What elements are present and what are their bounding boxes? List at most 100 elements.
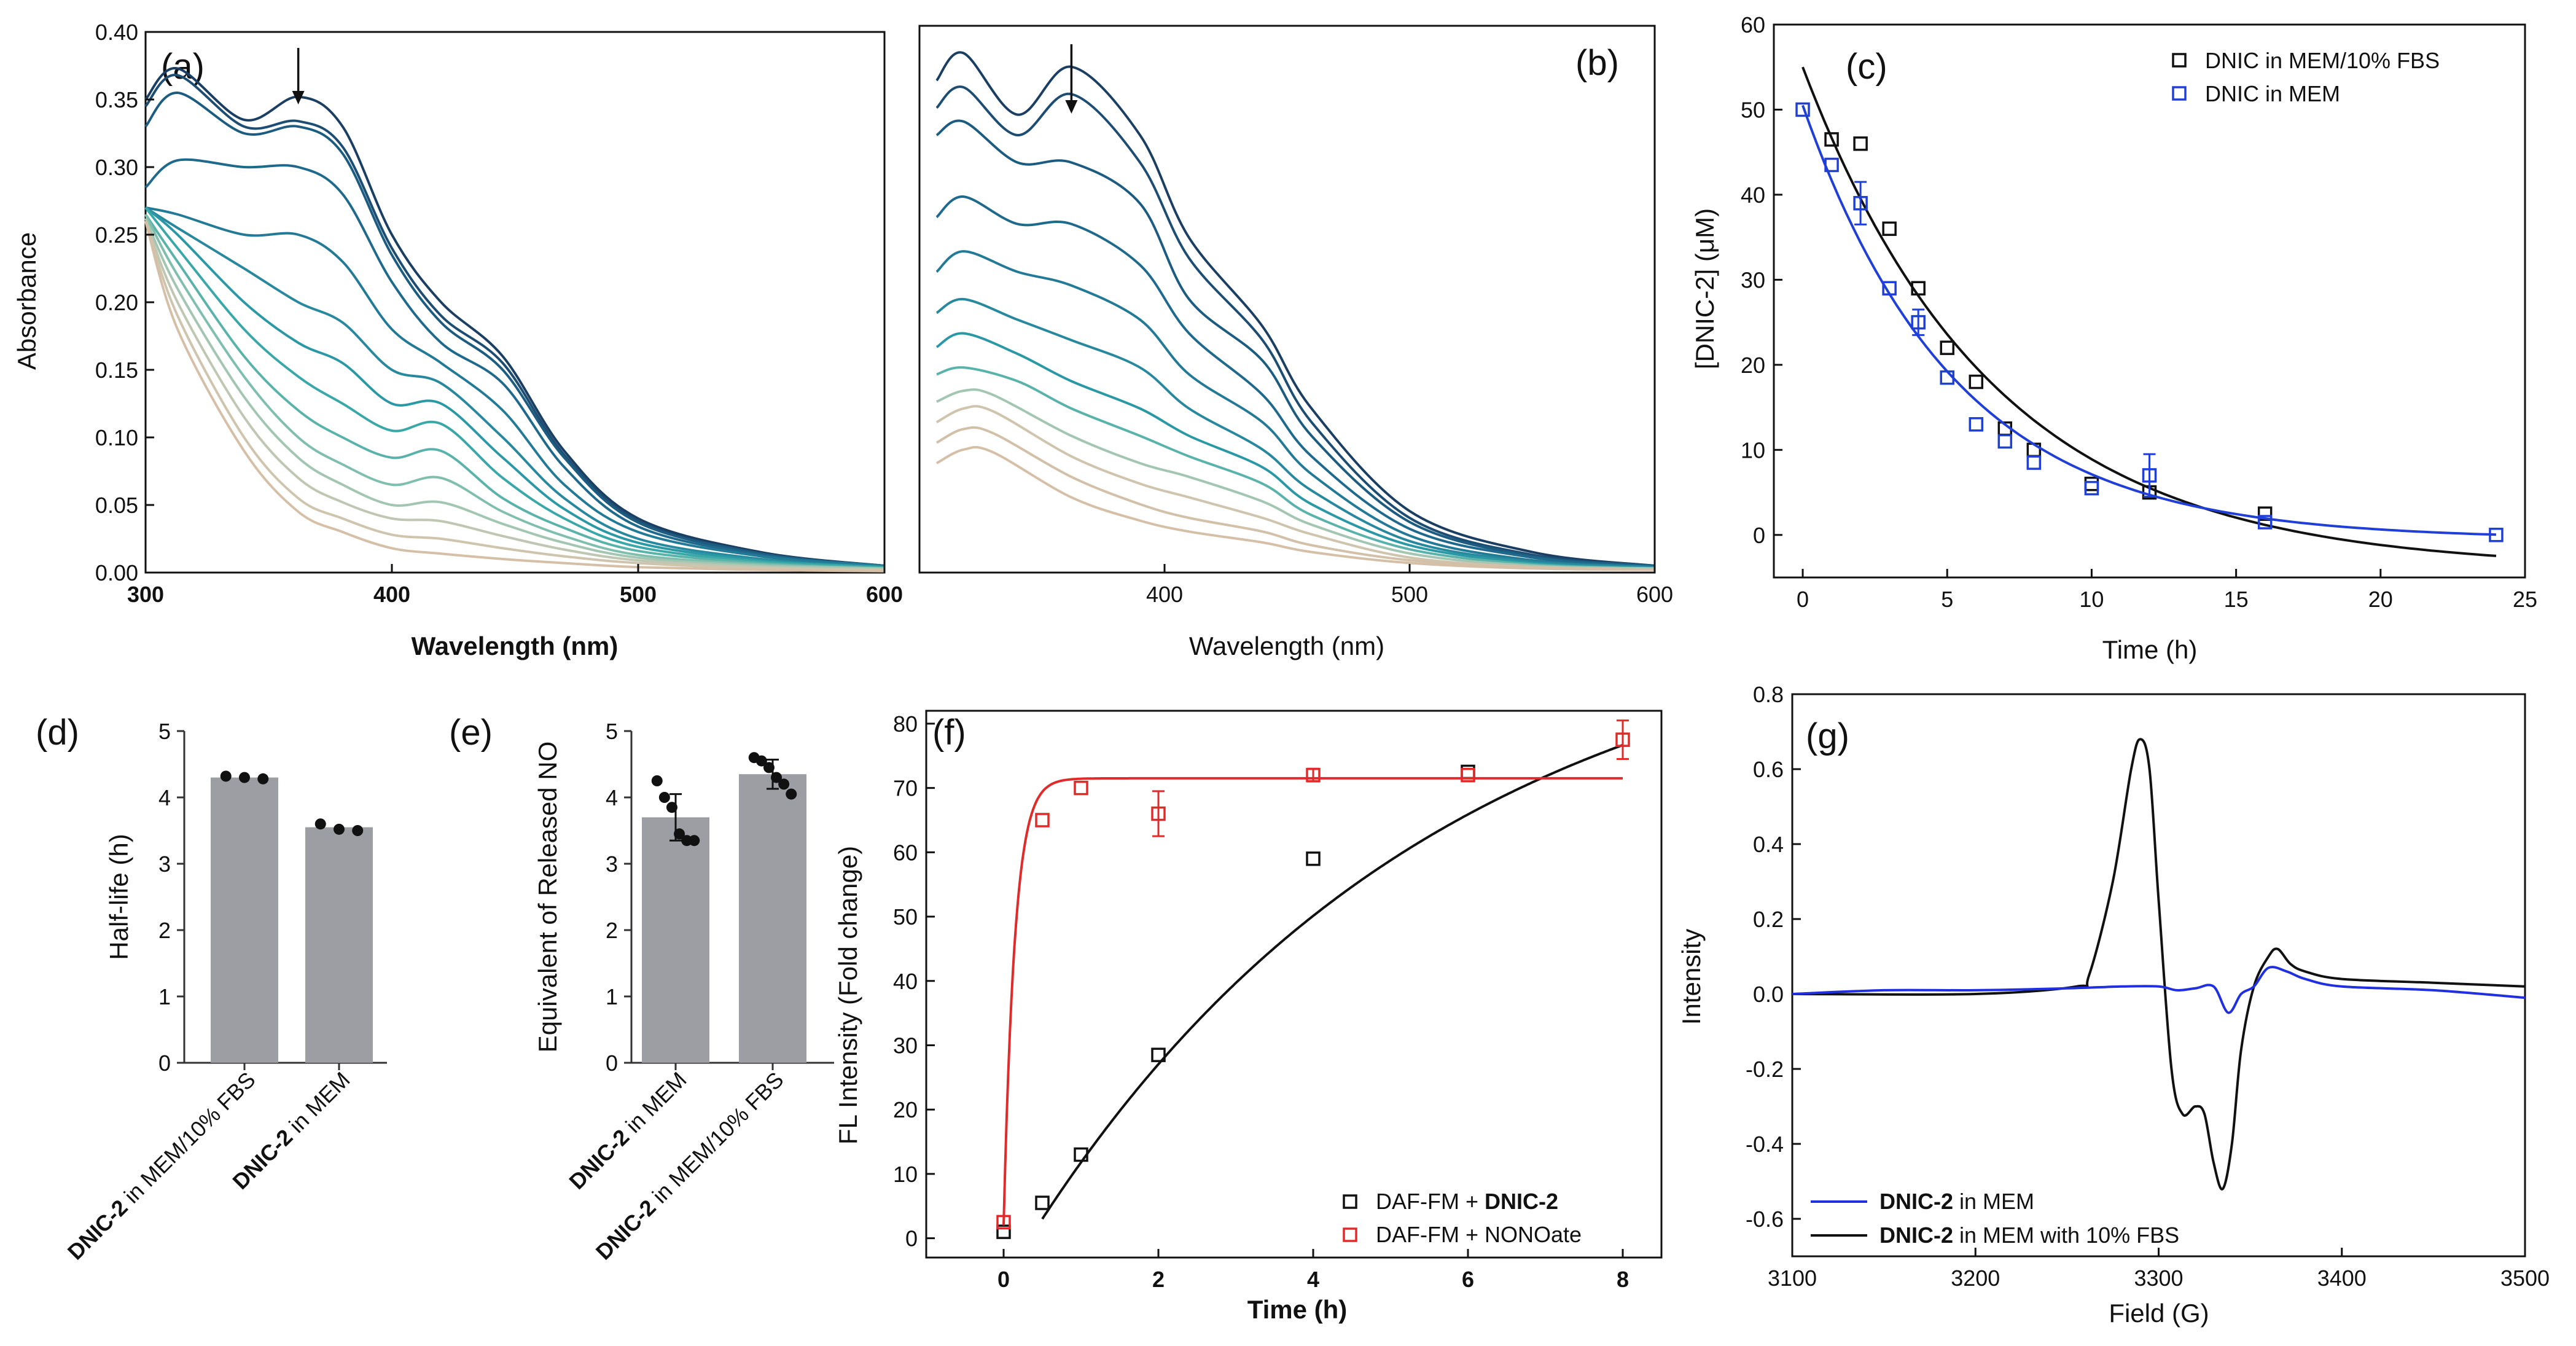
- panel-c-error-bar: [1912, 308, 1925, 336]
- panel-e-y-tick-label: 1: [606, 984, 618, 1009]
- panel-c-legend-marker-mem: [2172, 86, 2187, 101]
- panel-e-y-tick-label: 2: [606, 918, 618, 943]
- panel-c-legend-marker-fbs: [2172, 53, 2187, 68]
- panel-b-plot-frame: [918, 25, 1656, 574]
- panel-c-x-tick-label: 5: [1941, 587, 1953, 612]
- panel-f-y-axis-label: FL Intensity (Fold change): [833, 846, 862, 1144]
- panel-a-y-tick-label: 0.20: [95, 290, 138, 315]
- panel-c-data-point: [2489, 528, 2504, 542]
- panel-a-arrow-head: [292, 91, 305, 104]
- panel-c-x-axis-label: Time (h): [2102, 635, 2198, 664]
- panel-f-data-point: [1035, 1195, 1050, 1210]
- panel-c-data-point: [1911, 315, 1926, 330]
- panel-c-data-point: [1940, 370, 1954, 385]
- panel-a-series-line-3: [144, 91, 885, 567]
- panel-b-x-tick-label: 600: [1636, 582, 1673, 607]
- panel-a-x-tick-label: 600: [866, 582, 903, 607]
- panel-e-replicate-point: [755, 755, 767, 767]
- panel-c-data-point: [1997, 434, 2013, 449]
- panel-f-legend-label-bold: DNIC-2: [1485, 1189, 1558, 1214]
- panel-b-series-line-8: [936, 366, 1655, 570]
- panel-b-series-line-11: [935, 426, 1655, 571]
- panel-c-data-point: [1824, 157, 1839, 173]
- panel-e-replicate-point: [689, 835, 700, 847]
- panel-a-series-line-7: [144, 206, 885, 569]
- panel-f-legend-label-prefix: DAF-FM + NONOate: [1376, 1222, 1582, 1247]
- panel-d-replicate-point: [239, 772, 250, 783]
- panel-f-fluorescence-chart: (f) Time (h) FL Intensity (Fold change) …: [833, 710, 1663, 1324]
- panel-f-plot-frame: [925, 710, 1663, 1259]
- panel-c-data-point: [1969, 374, 1984, 389]
- panel-c-x-tick-label: 10: [2079, 587, 2104, 612]
- panel-g-y-axis-label: Intensity: [1677, 929, 1706, 1025]
- panel-f-y-tick-label: 30: [893, 1033, 918, 1058]
- panel-c-data-point: [1969, 417, 1984, 432]
- panel-c-x-tick-label: 15: [2224, 587, 2249, 612]
- panel-a-y-tick-label: 0.00: [95, 560, 138, 585]
- panel-f-legend-label-2: DAF-FM + NONOate: [1376, 1222, 1582, 1247]
- panel-f-legend-marker-2: [1343, 1227, 1357, 1242]
- panel-d-label: (d): [36, 713, 79, 753]
- panel-g-y-tick-label: -0.2: [1746, 1057, 1784, 1082]
- panel-e-replicate-point: [658, 792, 670, 803]
- panel-g-y-tick-label: -0.4: [1746, 1132, 1784, 1157]
- panel-f-legend-marker-1: [1343, 1194, 1357, 1209]
- panel-c-y-tick-label: 60: [1741, 12, 1765, 37]
- panel-a-y-axis-label: Absorbance: [12, 232, 41, 370]
- panel-a-y-tick-label: 0.25: [95, 222, 138, 248]
- panel-a-series-line-10: [144, 214, 885, 570]
- panel-a-y-tick-label: 0.35: [95, 87, 138, 112]
- panel-a-series-line-12: [144, 221, 885, 571]
- panel-e-bar-1: [642, 817, 709, 1063]
- panel-d-replicate-point: [352, 825, 364, 836]
- panel-c-data-point: [2142, 468, 2157, 483]
- panel-a-series-line-8: [144, 206, 885, 569]
- panel-g-label: (g): [1806, 716, 1849, 756]
- panel-d-replicate-point: [314, 818, 326, 830]
- panel-b-series-line-6: [935, 297, 1655, 569]
- panel-b-series-line-12: [935, 446, 1655, 571]
- panel-g-x-tick-label: 3500: [2500, 1266, 2550, 1291]
- panel-d-y-axis-label: Half-life (h): [104, 834, 133, 960]
- panel-e-replicate-point: [763, 762, 775, 773]
- panel-a-series-line-13: [144, 221, 885, 571]
- panel-a-x-tick-label: 300: [127, 582, 164, 607]
- panel-c-data-point: [2257, 515, 2273, 530]
- panel-a-y-tick-label: 0.40: [95, 20, 138, 45]
- panel-a-series-line-6: [144, 206, 885, 569]
- panel-f-x-tick-label: 8: [1617, 1267, 1629, 1292]
- panel-f-legend-label-1: DAF-FM + DNIC-2: [1376, 1189, 1558, 1214]
- panel-a-series-line-5: [145, 206, 885, 567]
- panel-c-label: (c): [1846, 47, 1887, 87]
- panel-c-y-tick-label: 0: [1753, 523, 1765, 548]
- panel-f-y-tick-label: 20: [893, 1097, 918, 1122]
- panel-c-data-point: [2084, 480, 2099, 496]
- panel-e-replicate-point: [771, 772, 783, 783]
- panel-f-x-tick-label: 4: [1307, 1267, 1319, 1292]
- panel-e-bar-2: [739, 774, 806, 1063]
- panel-f-data-point: [996, 1215, 1011, 1230]
- panel-f-x-tick-label: 6: [1462, 1267, 1474, 1292]
- panel-e-y-tick-label: 3: [606, 851, 618, 877]
- panel-f-data-point: [1074, 780, 1088, 796]
- panel-c-legend-label-mem: DNIC in MEM: [2205, 81, 2340, 106]
- panel-c-data-point: [1911, 281, 1926, 295]
- panel-d-replicate-point: [220, 770, 232, 782]
- panel-f-data-point: [1306, 767, 1321, 783]
- panel-f-x-tick-label: 0: [997, 1267, 1010, 1292]
- panel-b-x-tick-label: 400: [1146, 582, 1183, 607]
- panel-a-y-tick-label: 0.10: [95, 425, 138, 450]
- panel-e-y-tick-label: 5: [606, 719, 618, 744]
- panel-g-y-tick-label: 0.6: [1753, 757, 1784, 782]
- panel-g-legend-label-1: DNIC-2 in MEM: [1879, 1189, 2034, 1214]
- panel-c-data-point: [2257, 506, 2273, 521]
- panel-c-error-bar: [1854, 181, 1867, 225]
- panel-b-arrow-head: [1065, 100, 1078, 114]
- panel-f-y-tick-label: 70: [893, 776, 918, 801]
- panel-g-y-tick-label: 0.8: [1753, 682, 1784, 707]
- panel-g-epr-chart: (g) Field (G) Intensity 3100 3200 3300 3400…: [1677, 682, 2550, 1328]
- panel-a-y-tick-label: 0.30: [95, 155, 138, 180]
- panel-a-spectra-chart: (a) Wavelength (nm) Absorbance 300 400 500…: [12, 20, 903, 660]
- panel-c-data-point: [2026, 455, 2042, 470]
